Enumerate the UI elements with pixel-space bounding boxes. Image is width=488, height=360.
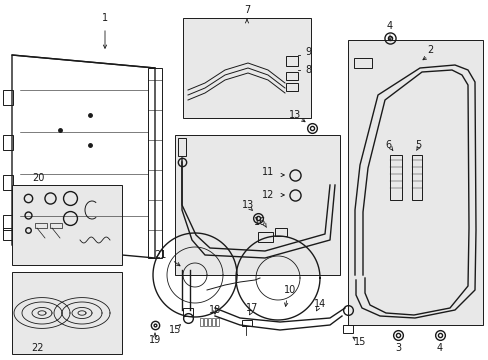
Text: 14: 14 <box>313 299 325 309</box>
Bar <box>353 58 371 68</box>
Bar <box>183 308 193 316</box>
Text: 1: 1 <box>102 13 108 23</box>
Bar <box>3 228 21 240</box>
Bar <box>12 185 122 265</box>
Text: 13: 13 <box>242 200 254 210</box>
Text: 9: 9 <box>305 47 310 57</box>
Bar <box>285 72 297 80</box>
Bar <box>200 318 203 326</box>
Text: 20: 20 <box>32 173 44 183</box>
Bar <box>12 272 122 354</box>
Bar <box>175 135 339 275</box>
Bar <box>50 223 62 228</box>
Text: 5: 5 <box>414 140 420 150</box>
Bar <box>258 232 272 242</box>
Bar <box>203 318 206 326</box>
Text: 19: 19 <box>148 335 161 345</box>
Text: 12: 12 <box>261 190 274 200</box>
Bar <box>207 318 210 326</box>
Text: 18: 18 <box>208 305 221 315</box>
Text: 11: 11 <box>262 167 274 177</box>
Bar <box>3 215 13 230</box>
Text: 4: 4 <box>436 343 442 353</box>
Bar <box>242 320 251 326</box>
Text: 8: 8 <box>305 65 310 75</box>
Bar <box>342 325 352 333</box>
Text: 16: 16 <box>253 217 265 227</box>
Text: 3: 3 <box>394 343 400 353</box>
Bar <box>389 155 401 200</box>
Bar <box>35 223 47 228</box>
Bar <box>148 68 162 258</box>
Text: 4: 4 <box>386 21 392 31</box>
Bar <box>274 228 286 236</box>
Bar <box>411 155 421 200</box>
Bar <box>178 138 185 156</box>
Bar <box>183 18 310 118</box>
Text: 13: 13 <box>288 110 301 120</box>
Bar <box>212 318 215 326</box>
Text: 7: 7 <box>244 5 250 15</box>
Bar <box>3 175 13 190</box>
Text: 2: 2 <box>426 45 432 55</box>
Text: 10: 10 <box>284 285 296 295</box>
Text: 17: 17 <box>245 303 258 313</box>
Text: 15: 15 <box>353 337 366 347</box>
Bar <box>347 40 482 325</box>
Bar <box>216 318 219 326</box>
Text: 6: 6 <box>384 140 390 150</box>
Text: 15: 15 <box>168 325 181 335</box>
Text: 21: 21 <box>154 250 166 260</box>
Bar <box>3 90 13 105</box>
Bar <box>3 135 13 150</box>
Text: 22: 22 <box>32 343 44 353</box>
Bar <box>285 56 297 66</box>
Bar <box>285 83 297 91</box>
